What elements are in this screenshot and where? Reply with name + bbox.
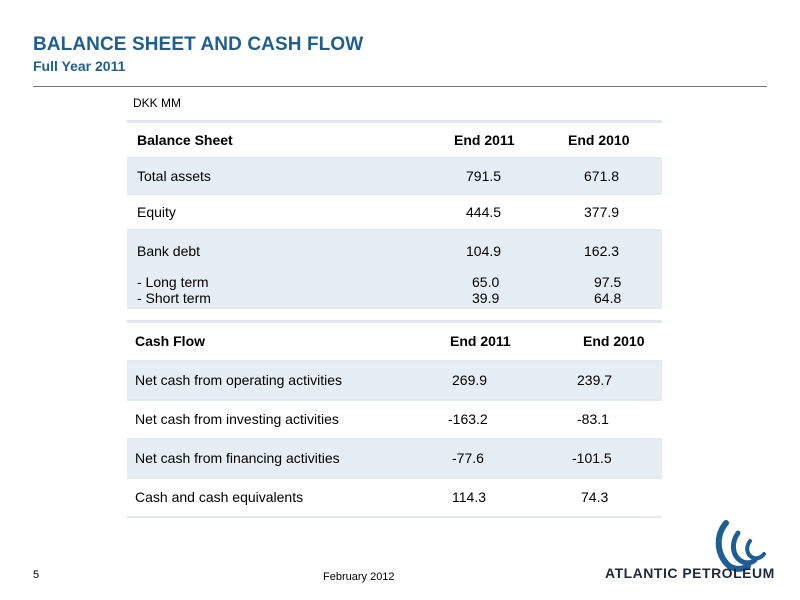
sub-row-label: - Long term [137,274,209,290]
slide-subtitle: Full Year 2011 [33,58,126,74]
cash-flow-header-2010: End 2010 [583,333,645,349]
sub-row-label: - Short term [137,290,211,306]
row-label: Net cash from operating activities [135,372,342,388]
sub-value-2011: 65.0 [472,274,500,290]
balance-sheet-table: Balance Sheet End 2011 End 2010 Total as… [127,120,662,309]
value-2010: 239.7 [577,372,613,388]
atlantic-petroleum-wave-logo-icon [715,520,766,572]
sub-value-2011: 39.9 [472,290,500,306]
currency-unit-label: DKK MM [133,96,181,110]
table-row: Net cash from financing activities -77.6… [127,440,662,479]
value-2010: 377.9 [584,204,620,220]
sub-value-2010: 97.5 [594,274,622,290]
cash-flow-header-2011: End 2011 [450,333,511,349]
table-row: Cash and cash equivalents 114.3 74.3 [127,479,662,518]
cash-flow-header-label: Cash Flow [135,333,206,349]
value-2011: 791.5 [466,168,502,184]
table-row: Equity 444.5 377.9 [127,195,662,231]
sub-value-2010: 64.8 [594,290,622,306]
row-label: Cash and cash equivalents [135,489,304,505]
cash-flow-table: Cash Flow End 2011 End 2010 Net cash fro… [127,320,662,518]
value-2011: 114.3 [452,489,486,505]
value-2010: -101.5 [572,450,612,466]
company-name: ATLANTIC PETROLEUM [605,565,775,581]
balance-sheet-header-row: Balance Sheet End 2011 End 2010 [127,123,662,159]
value-2010: 162.3 [584,243,620,259]
table-row-bank-debt: Bank debt 104.9 162.3 - Long term 65.0 9… [127,231,662,309]
row-label: Total assets [137,168,211,184]
value-2010: 74.3 [581,489,609,505]
row-label: Equity [137,204,176,220]
balance-sheet-header-label: Balance Sheet [137,132,233,148]
value-2011: -77.6 [452,450,484,466]
value-2011: 104.9 [466,243,502,259]
value-2010: -83.1 [577,411,609,427]
title-divider [33,86,767,87]
footer-date: February 2012 [323,571,395,583]
row-label: Bank debt [137,243,201,259]
slide-title: BALANCE SHEET AND CASH FLOW [33,34,364,55]
value-2011: 269.9 [452,372,488,388]
value-2010: 671.8 [584,168,620,184]
row-label: Net cash from financing activities [135,450,340,466]
balance-sheet-header-2011: End 2011 [454,132,515,148]
balance-sheet-header-2010: End 2010 [568,132,630,148]
value-2011: 444.5 [466,204,502,220]
table-row: Net cash from operating activities 269.9… [127,362,662,401]
cash-flow-header-row: Cash Flow End 2011 End 2010 [127,323,662,362]
page-number: 5 [33,569,40,581]
value-2011: -163.2 [448,411,488,427]
row-label: Net cash from investing activities [135,411,339,427]
table-row: Total assets 791.5 671.8 [127,159,662,195]
table-row: Net cash from investing activities -163.… [127,401,662,440]
